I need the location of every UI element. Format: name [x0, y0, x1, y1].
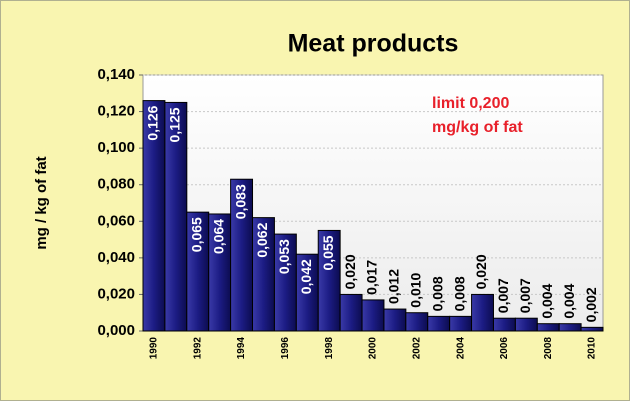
data-label: 0,064	[210, 219, 226, 254]
y-axis-label: mg / kg of fat	[33, 156, 50, 249]
annotation: limit 0,200	[432, 95, 509, 112]
annotation: mg/kg of fat	[432, 119, 523, 136]
data-label: 0,007	[495, 278, 511, 313]
x-tick-label: 2006	[499, 337, 510, 360]
bar	[514, 317, 538, 332]
x-tick-label: 2008	[543, 337, 554, 360]
data-label: 0,002	[583, 287, 599, 322]
x-tick-label: 2002	[411, 337, 422, 360]
data-label: 0,004	[561, 283, 577, 318]
data-label: 0,055	[320, 235, 336, 270]
data-label: 0,062	[254, 222, 270, 257]
y-tick-label: 0,060	[97, 212, 135, 229]
bar	[536, 323, 560, 332]
x-tick-label: 1990	[149, 337, 160, 360]
y-tick-label: 0,140	[97, 66, 135, 83]
x-tick-label: 1998	[324, 337, 335, 360]
data-label: 0,007	[517, 278, 533, 313]
bar	[405, 312, 429, 332]
data-label: 0,083	[232, 184, 248, 219]
y-tick-label: 0,120	[97, 103, 135, 120]
bar	[317, 229, 341, 332]
x-tick-label: 1996	[280, 337, 291, 360]
y-tick-label: 0,000	[97, 322, 135, 339]
x-tick-label: 2000	[368, 337, 379, 360]
bar	[361, 299, 385, 332]
data-label: 0,017	[364, 260, 380, 295]
data-label: 0,008	[451, 276, 467, 311]
data-label: 0,126	[145, 105, 161, 140]
bar	[580, 326, 604, 332]
bar	[449, 315, 473, 332]
data-label: 0,125	[167, 107, 183, 142]
chart-title: Meat products	[288, 30, 459, 58]
bar	[427, 315, 451, 332]
x-tick-label: 2010	[587, 337, 598, 360]
y-tick-label: 0,040	[97, 249, 135, 266]
data-label: 0,012	[386, 269, 402, 304]
x-tick-label: 2004	[455, 337, 466, 360]
data-label: 0,004	[539, 283, 555, 318]
bar	[383, 308, 407, 332]
bar	[339, 293, 363, 332]
x-tick-label: 1992	[192, 337, 203, 360]
y-tick-label: 0,020	[97, 285, 135, 302]
data-label: 0,020	[473, 254, 489, 289]
data-label: 0,065	[188, 217, 204, 252]
bar	[558, 323, 582, 332]
data-label: 0,053	[276, 239, 292, 274]
data-label: 0,042	[298, 259, 314, 294]
bar	[492, 317, 516, 332]
data-label: 0,010	[408, 272, 424, 307]
y-tick-label: 0,080	[97, 176, 135, 193]
bar	[471, 293, 494, 332]
y-tick-label: 0,100	[97, 139, 135, 156]
data-label: 0,020	[342, 254, 358, 289]
data-label: 0,008	[429, 276, 445, 311]
x-tick-label: 1994	[236, 337, 247, 360]
